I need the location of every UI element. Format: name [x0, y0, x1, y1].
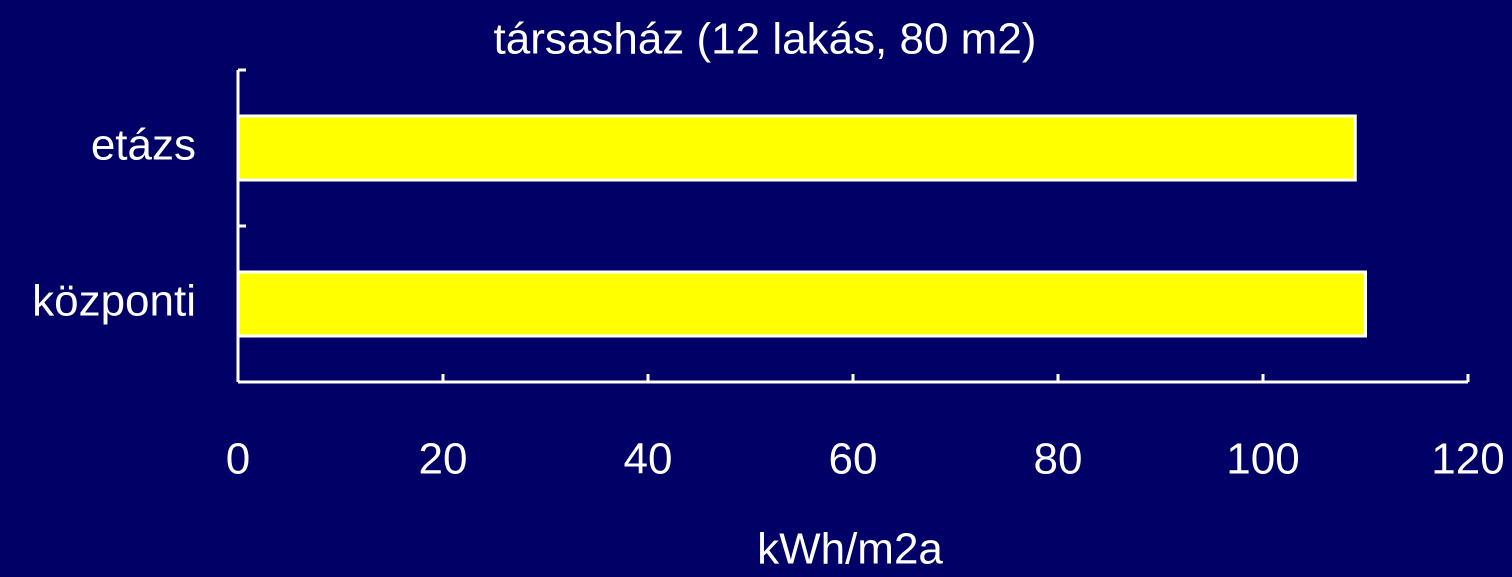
x-axis-label: kWh/m2a — [757, 525, 943, 574]
bar — [236, 270, 1367, 338]
x-tick-label: 120 — [1431, 435, 1504, 484]
y-tick-label: központi — [32, 277, 196, 326]
bar — [236, 114, 1357, 182]
x-tick-label: 20 — [419, 435, 468, 484]
x-tick-label: 0 — [226, 435, 250, 484]
x-tick-label: 80 — [1034, 435, 1083, 484]
y-tick-label: etázs — [91, 121, 196, 170]
x-tick-label: 60 — [829, 435, 878, 484]
x-tick-label: 100 — [1226, 435, 1299, 484]
chart-title: társasház (12 lakás, 80 m2) — [494, 15, 1037, 64]
x-tick-label: 40 — [624, 435, 673, 484]
